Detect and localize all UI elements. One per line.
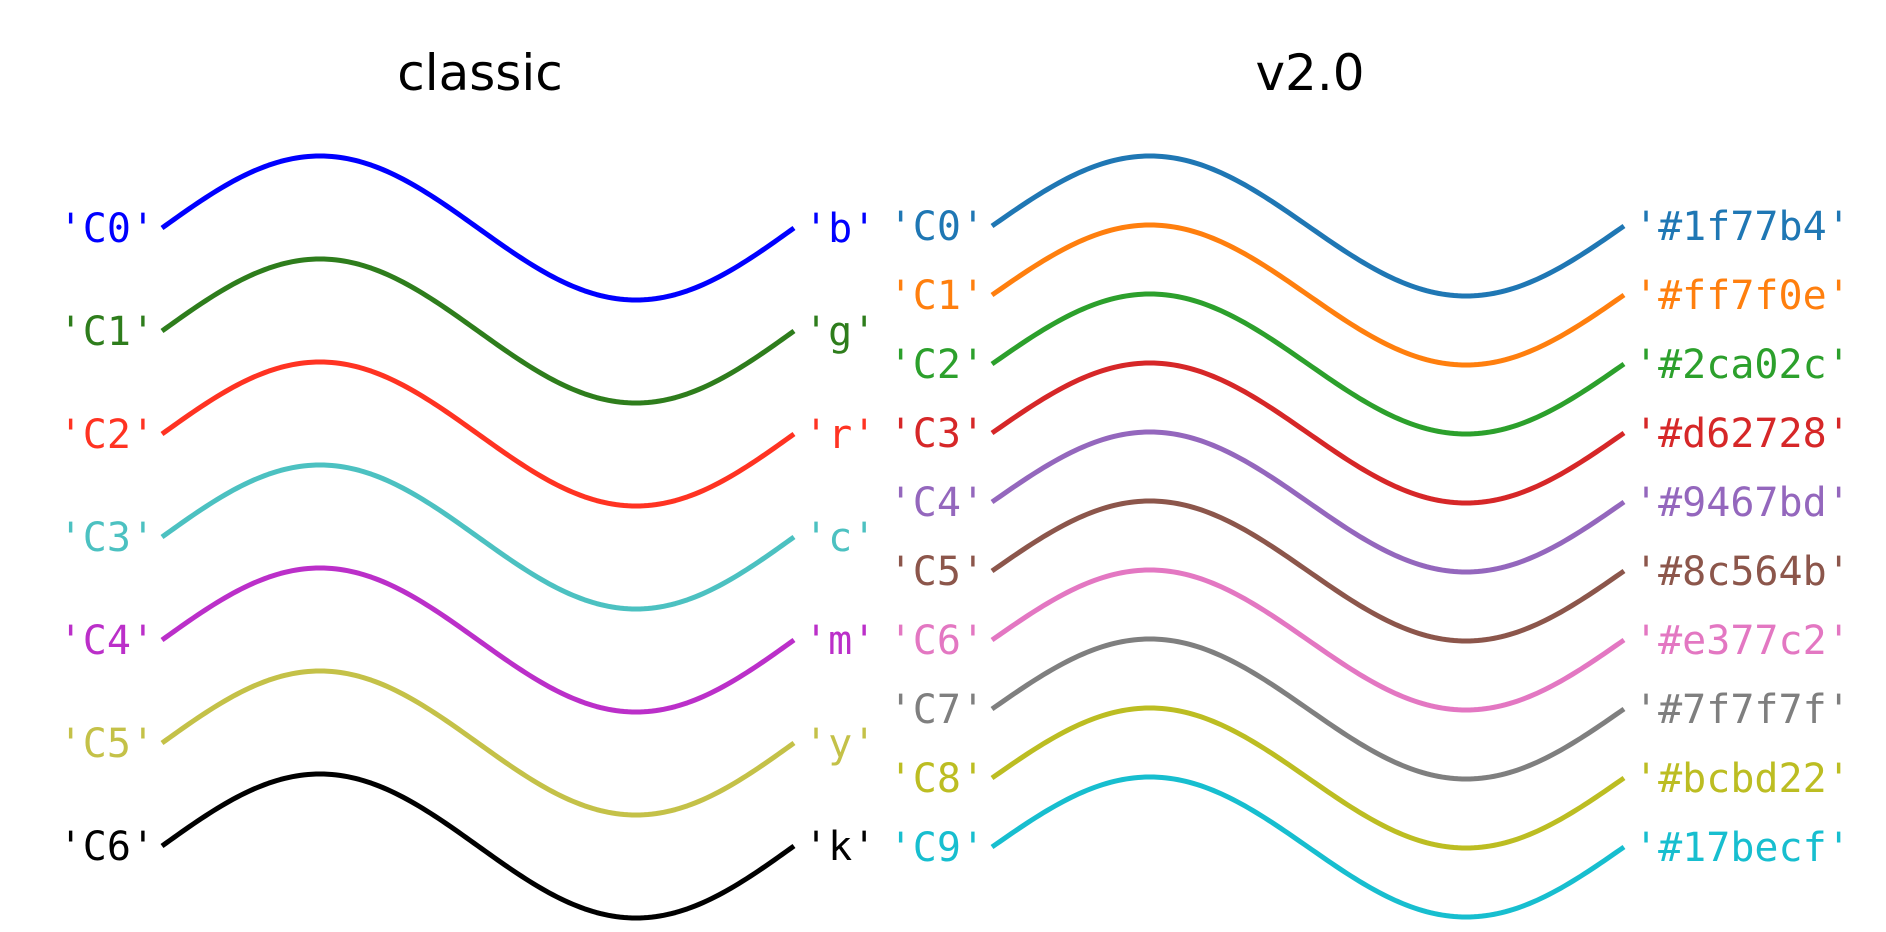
v2-series-alias-label-0: '#1f77b4'	[1634, 204, 1851, 250]
classic-series-name-label-2: 'C2'	[59, 412, 155, 458]
v2-series-alias-label-1: '#ff7f0e'	[1634, 273, 1851, 319]
v2-series-alias-label-8: '#bcbd22'	[1634, 756, 1851, 802]
classic-series-alias-label-6: 'k'	[804, 824, 876, 870]
classic-series-group: 'C0' 'b' 'C1' 'g' 'C2' 'r' 'C3' 'c' 'C4' 'm' 'C5' '…	[59, 153, 876, 921]
classic-series-alias-label-0: 'b'	[804, 206, 876, 252]
v2-series-alias-label-4: '#9467bd'	[1634, 480, 1851, 526]
v2-series-alias-label-6: '#e377c2'	[1634, 618, 1851, 664]
classic-series-name-label-6: 'C6'	[59, 824, 155, 870]
classic-series-alias-label-3: 'c'	[804, 515, 876, 561]
classic-series-alias-label-2: 'r'	[804, 412, 876, 458]
classic-series-alias-label-1: 'g'	[804, 309, 876, 355]
v2-series-line-2	[990, 291, 1626, 437]
classic-series-line-1	[160, 256, 796, 406]
v2-series-line-5	[990, 498, 1626, 644]
v2-series-name-label-2: 'C2'	[889, 342, 985, 388]
v2-series-name-label-0: 'C0'	[889, 204, 985, 250]
v2-series-name-label-4: 'C4'	[889, 480, 985, 526]
v2-series-name-label-1: 'C1'	[889, 273, 985, 319]
classic-series-alias-label-4: 'm'	[804, 618, 876, 664]
classic-series-name-label-5: 'C5'	[59, 721, 155, 767]
v2-panel-title: v2.0	[1255, 44, 1364, 102]
v2-series-line-7	[990, 636, 1626, 782]
v2-series-line-8	[990, 705, 1626, 851]
v2-series-name-label-5: 'C5'	[889, 549, 985, 595]
classic-series-line-3	[160, 462, 796, 612]
v2-series-name-label-7: 'C7'	[889, 687, 985, 733]
v2-series-alias-label-5: '#8c564b'	[1634, 549, 1851, 595]
v2-series-line-3	[990, 360, 1626, 506]
v2-series-alias-label-3: '#d62728'	[1634, 411, 1851, 457]
classic-series-line-4	[160, 565, 796, 715]
v2-series-name-label-8: 'C8'	[889, 756, 985, 802]
classic-series-line-0	[160, 153, 796, 303]
v2-series-name-label-9: 'C9'	[889, 825, 985, 871]
v2-panel: v2.0 'C0' '#1f77b4' 'C1' '#ff7f0e' 'C2' '#2ca…	[889, 44, 1851, 920]
classic-series-name-label-3: 'C3'	[59, 515, 155, 561]
classic-series-name-label-4: 'C4'	[59, 618, 155, 664]
v2-series-line-1	[990, 222, 1626, 368]
classic-series-name-label-1: 'C1'	[59, 309, 155, 355]
classic-series-alias-label-5: 'y'	[804, 721, 876, 767]
classic-panel: classic 'C0' 'b' 'C1' 'g' 'C2' 'r' 'C3' 'c' 'C4'…	[59, 44, 876, 921]
classic-series-line-5	[160, 668, 796, 818]
v2-series-line-6	[990, 567, 1626, 713]
classic-series-line-2	[160, 359, 796, 509]
classic-series-name-label-0: 'C0'	[59, 206, 155, 252]
v2-series-alias-label-7: '#7f7f7f'	[1634, 687, 1851, 733]
v2-series-line-9	[990, 774, 1626, 920]
v2-series-alias-label-9: '#17becf'	[1634, 825, 1851, 871]
classic-panel-title: classic	[397, 44, 563, 102]
v2-series-line-0	[990, 153, 1626, 299]
v2-series-name-label-6: 'C6'	[889, 618, 985, 664]
classic-series-line-6	[160, 771, 796, 921]
v2-series-name-label-3: 'C3'	[889, 411, 985, 457]
v2-series-alias-label-2: '#2ca02c'	[1634, 342, 1851, 388]
v2-series-line-4	[990, 429, 1626, 575]
v2-series-group: 'C0' '#1f77b4' 'C1' '#ff7f0e' 'C2' '#2ca02c' '…	[889, 153, 1851, 920]
